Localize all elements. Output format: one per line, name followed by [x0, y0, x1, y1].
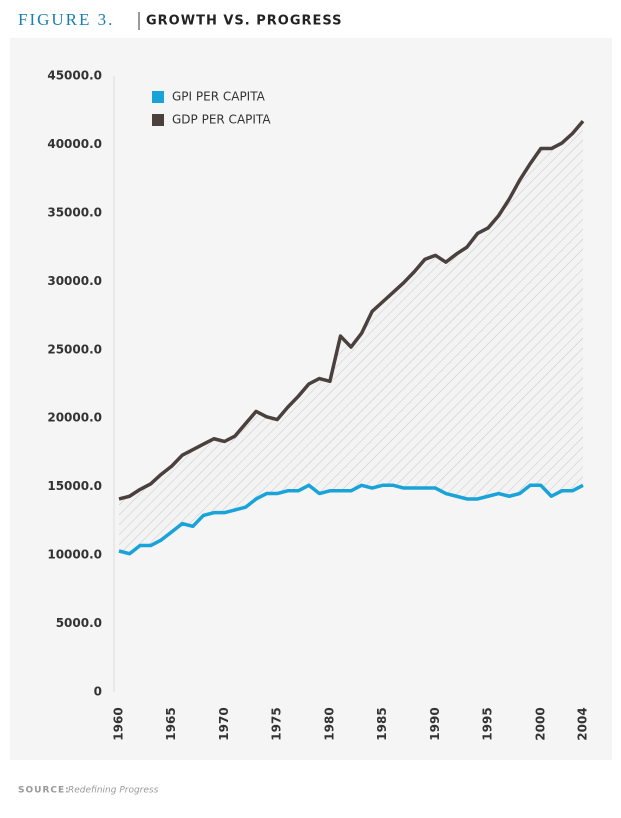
y-tick-label: 45000.0 [47, 69, 102, 83]
y-tick-label: 15000.0 [47, 479, 102, 493]
x-tick-label: 2004 [576, 707, 590, 740]
y-tick-label: 35000.0 [47, 205, 102, 219]
legend-label: GDP PER CAPITA [172, 113, 271, 127]
y-tick-label: 40000.0 [47, 137, 102, 151]
series-line [118, 483, 584, 556]
y-tick-label: 20000.0 [47, 411, 102, 425]
y-tick-label: 0 [94, 685, 102, 699]
series-line [118, 120, 585, 501]
y-tick-label: 30000.0 [47, 274, 102, 288]
y-tick-label: 10000.0 [47, 548, 102, 562]
x-tick-label: 1980 [322, 707, 336, 740]
y-tick-label: 5000.0 [56, 616, 102, 630]
x-tick-label: 1970 [217, 707, 231, 740]
x-tick-label: 1960 [112, 707, 126, 740]
source-label: SOURCE: [18, 786, 70, 796]
legend-swatch [152, 114, 164, 126]
y-tick-label: 25000.0 [47, 342, 102, 356]
gap-area [119, 121, 583, 554]
x-tick-label: 1965 [164, 707, 178, 740]
source-text: Redefining Progress [68, 786, 159, 796]
x-tick-label: 2000 [533, 707, 547, 740]
x-tick-label: 1990 [428, 707, 442, 740]
x-tick-label: 1985 [375, 707, 389, 740]
x-tick-label: 1995 [481, 707, 495, 740]
figure-label: FIGURE 3. [18, 10, 114, 29]
legend-swatch [152, 91, 164, 103]
chart-title: GROWTH VS. PROGRESS [146, 14, 343, 29]
legend-label: GPI PER CAPITA [172, 90, 266, 104]
x-tick-label: 1975 [270, 707, 284, 740]
